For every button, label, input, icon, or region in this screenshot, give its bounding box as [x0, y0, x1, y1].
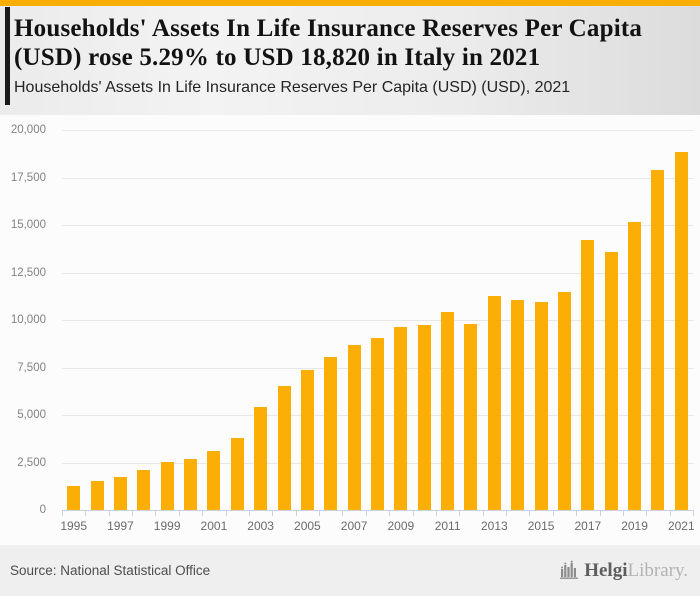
x-axis-tick [506, 510, 508, 516]
bar-1999 [160, 462, 174, 510]
x-axis-tick [85, 510, 87, 516]
x-axis-tick [576, 510, 578, 516]
bar-1998 [137, 470, 151, 510]
x-axis-tick [202, 510, 204, 516]
x-axis-tick [435, 510, 437, 516]
helgi-logo: HelgiLibrary. [558, 560, 688, 582]
x-axis-tick [132, 510, 134, 516]
x-axis-tick [552, 510, 554, 516]
x-axis-tick [342, 510, 344, 516]
bar-1997 [113, 477, 127, 510]
gridline-15000 [62, 225, 693, 226]
logo-word-helgi: Helgi [584, 559, 628, 581]
bar-2016 [557, 292, 571, 510]
chart-footer: Source: National Statistical Office [0, 545, 700, 596]
y-axis-label-2500: 2,500 [17, 456, 46, 469]
y-axis-label-5000: 5,000 [17, 409, 46, 421]
bar-2010 [417, 325, 431, 510]
bar-2008 [371, 338, 384, 510]
bar-1996 [90, 481, 104, 510]
x-axis-tick [62, 510, 63, 516]
x-axis-label-2015: 2015 [527, 519, 555, 533]
x-axis-tick [319, 510, 321, 516]
y-axis-label-17500: 17,500 [10, 171, 46, 184]
x-axis-label-2001: 2001 [200, 519, 228, 533]
x-axis-line [62, 510, 693, 511]
bar-2006 [324, 357, 338, 510]
bar-2015 [534, 302, 548, 510]
x-axis-label-2005: 2005 [294, 519, 321, 533]
y-axis-label-20000: 20,000 [10, 124, 46, 136]
x-axis-tick [669, 510, 671, 516]
bar-2012 [464, 324, 478, 510]
x-axis-label-1997: 1997 [107, 519, 134, 533]
page-title: Households' Assets In Life Insurance Res… [14, 15, 643, 71]
x-axis-tick [389, 510, 391, 516]
gridline-10000 [62, 320, 693, 321]
bar-2019 [628, 222, 642, 510]
x-axis-label-1995: 1995 [60, 519, 88, 533]
bar-2017 [581, 240, 595, 510]
x-axis-label-2019: 2019 [621, 519, 648, 533]
x-axis-label-2009: 2009 [387, 519, 415, 533]
bar-chart: 0 2,500 5,000 7,500 10,000 12,500 15,000 17,500… [0, 115, 700, 545]
x-axis-tick [412, 510, 414, 516]
bar-2020 [651, 170, 665, 510]
x-axis-tick [482, 510, 484, 516]
bar-2002 [230, 438, 244, 510]
gridline-12500 [62, 272, 693, 274]
bar-1995 [67, 486, 81, 510]
x-axis-label-2011: 2011 [434, 519, 461, 533]
gridline-17500 [62, 177, 693, 179]
y-axis-label-7500: 7,500 [17, 361, 46, 374]
x-axis-tick [225, 510, 227, 516]
page-subtitle: Households' Assets In Life Insurance Res… [14, 79, 571, 96]
x-axis-tick [272, 510, 274, 516]
bar-2011 [441, 312, 455, 510]
chart-header: Households' Assets In Life Insurance Res… [0, 6, 700, 115]
y-axis-label-12500: 12,500 [10, 266, 46, 279]
bar-2003 [254, 407, 268, 510]
x-axis-tick [646, 510, 648, 516]
x-axis-tick [248, 510, 250, 516]
x-axis-tick [459, 510, 461, 516]
bar-2021 [674, 152, 688, 510]
logo-word-library: Library. [627, 559, 689, 581]
bar-2018 [604, 252, 618, 510]
bar-2004 [277, 386, 291, 510]
x-axis-tick [365, 510, 367, 516]
bar-2009 [394, 327, 408, 510]
x-axis-tick [155, 510, 157, 516]
x-axis-tick [599, 510, 601, 516]
x-axis-label-2017: 2017 [574, 519, 602, 533]
helgi-logo-icon [558, 560, 580, 582]
bar-2007 [347, 345, 361, 510]
x-axis-label-2021: 2021 [667, 519, 695, 533]
x-axis-tick [295, 510, 297, 516]
bar-2005 [300, 370, 314, 510]
x-axis-tick [178, 510, 180, 516]
left-accent-bar [5, 7, 10, 105]
top-accent-strip [0, 0, 700, 6]
bar-2014 [511, 300, 525, 510]
y-axis-label-0: 0 [39, 504, 46, 516]
x-axis-tick [693, 510, 694, 516]
x-axis-label-2007: 2007 [340, 519, 368, 533]
x-axis-tick [108, 510, 110, 516]
source-label: Source: National Statistical Office [10, 563, 211, 578]
bar-2000 [184, 459, 198, 510]
x-axis-tick [529, 510, 531, 516]
bar-2013 [487, 296, 501, 510]
x-axis-label-2003: 2003 [247, 519, 274, 533]
y-axis-label-10000: 10,000 [10, 314, 46, 326]
y-axis-label-15000: 15,000 [10, 219, 46, 231]
gridline-20000 [62, 130, 693, 131]
x-axis-tick [622, 510, 624, 516]
bar-2001 [207, 451, 221, 510]
x-axis-label-1999: 1999 [153, 519, 181, 533]
x-axis-label-2013: 2013 [480, 519, 508, 533]
logo-wordmark: HelgiLibrary. [584, 560, 688, 582]
